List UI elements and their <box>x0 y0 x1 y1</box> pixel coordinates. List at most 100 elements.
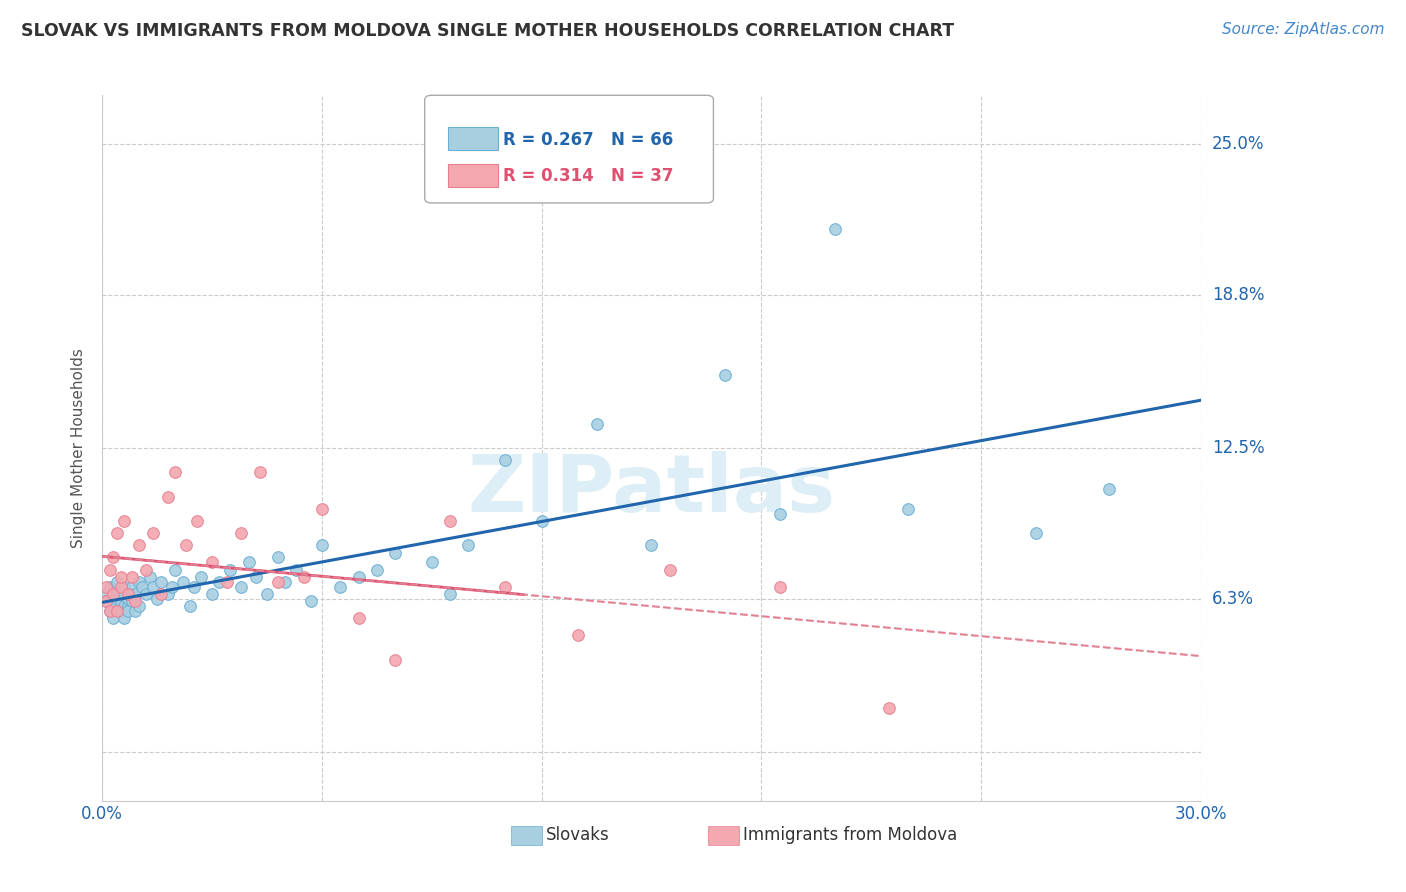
Point <box>103 611 125 625</box>
Point <box>585 417 607 431</box>
Point <box>256 587 278 601</box>
Point <box>112 611 135 625</box>
Point <box>329 580 352 594</box>
Text: Slovaks: Slovaks <box>546 826 610 845</box>
Point <box>897 501 920 516</box>
Point <box>110 604 132 618</box>
Text: 25.0%: 25.0% <box>1212 135 1264 153</box>
Point <box>439 514 461 528</box>
Point <box>285 563 308 577</box>
Point <box>658 563 681 577</box>
Point <box>149 587 172 601</box>
Point <box>439 587 461 601</box>
Point <box>110 580 132 594</box>
Point <box>105 591 128 606</box>
Point <box>201 587 224 601</box>
Point <box>494 453 516 467</box>
Point <box>98 604 121 618</box>
Point <box>249 465 271 479</box>
Point <box>157 490 180 504</box>
Point <box>98 604 121 618</box>
Point <box>121 580 143 594</box>
Point <box>299 594 322 608</box>
Text: R = 0.314   N = 37: R = 0.314 N = 37 <box>503 168 673 186</box>
Point <box>105 574 128 589</box>
Point <box>112 599 135 613</box>
Point <box>94 594 117 608</box>
Point <box>142 526 165 541</box>
Point <box>366 563 388 577</box>
Point <box>186 514 208 528</box>
Point <box>135 563 157 577</box>
Point <box>117 587 139 601</box>
Point <box>103 599 125 613</box>
Point <box>384 652 406 666</box>
Point <box>103 587 125 601</box>
Point <box>1098 483 1121 497</box>
Point <box>94 594 117 608</box>
Point <box>112 514 135 528</box>
Point <box>165 563 187 577</box>
Point <box>311 538 333 552</box>
Y-axis label: Single Mother Households: Single Mother Households <box>72 348 86 548</box>
Point <box>128 538 150 552</box>
Point <box>124 594 146 608</box>
Point <box>105 604 128 618</box>
Point <box>128 599 150 613</box>
Point <box>105 526 128 541</box>
Text: 6.3%: 6.3% <box>1212 590 1254 607</box>
Point <box>110 570 132 584</box>
Point <box>94 587 117 601</box>
Text: ZIPatlas: ZIPatlas <box>467 451 835 529</box>
Point <box>384 545 406 559</box>
Point <box>183 580 205 594</box>
Point <box>769 580 792 594</box>
Point <box>121 594 143 608</box>
Point <box>103 550 125 565</box>
Point <box>347 611 370 625</box>
Point <box>124 587 146 601</box>
Text: 18.8%: 18.8% <box>1212 285 1264 303</box>
Point <box>201 555 224 569</box>
Point <box>112 580 135 594</box>
Point <box>121 570 143 584</box>
Point <box>274 574 297 589</box>
Point <box>311 501 333 516</box>
Point <box>219 563 242 577</box>
Point <box>117 604 139 618</box>
Point <box>117 591 139 606</box>
Point <box>142 580 165 594</box>
Point <box>149 574 172 589</box>
Point <box>172 574 194 589</box>
Point <box>640 538 662 552</box>
Point <box>135 587 157 601</box>
Point <box>245 570 267 584</box>
Point <box>769 507 792 521</box>
Point <box>165 465 187 479</box>
Point <box>179 599 201 613</box>
Point <box>215 574 238 589</box>
Point <box>98 580 121 594</box>
Point <box>146 591 169 606</box>
Point <box>139 570 162 584</box>
Point <box>457 538 479 552</box>
Point <box>124 604 146 618</box>
Point <box>494 580 516 594</box>
Point <box>208 574 231 589</box>
Point <box>110 587 132 601</box>
Point <box>567 628 589 642</box>
Point <box>530 514 553 528</box>
Text: Immigrants from Moldova: Immigrants from Moldova <box>742 826 957 845</box>
Point <box>110 594 132 608</box>
Point <box>121 587 143 601</box>
Text: R = 0.267   N = 66: R = 0.267 N = 66 <box>503 131 673 149</box>
Point <box>267 550 290 565</box>
Point <box>131 580 153 594</box>
Point <box>176 538 198 552</box>
Point <box>98 563 121 577</box>
Text: SLOVAK VS IMMIGRANTS FROM MOLDOVA SINGLE MOTHER HOUSEHOLDS CORRELATION CHART: SLOVAK VS IMMIGRANTS FROM MOLDOVA SINGLE… <box>21 22 955 40</box>
Point <box>160 580 183 594</box>
Point <box>267 574 290 589</box>
Point <box>713 368 735 382</box>
Point <box>347 570 370 584</box>
